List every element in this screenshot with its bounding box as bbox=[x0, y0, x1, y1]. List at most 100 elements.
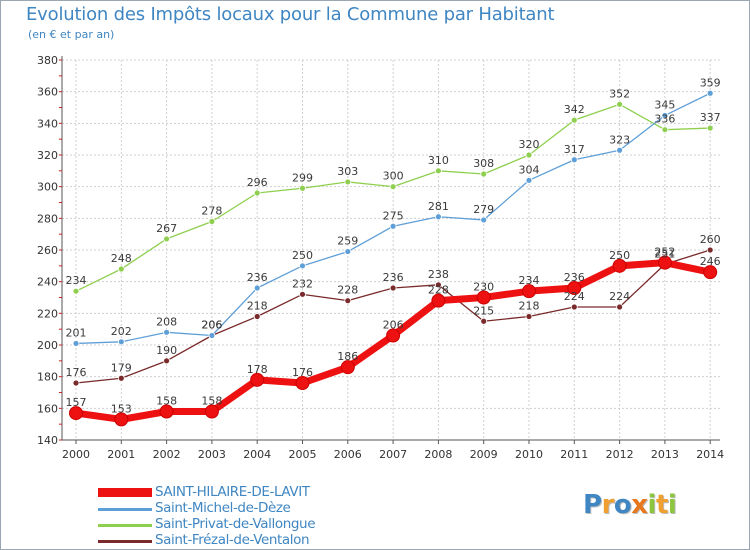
y-tick-label: 340 bbox=[37, 117, 58, 130]
data-label: 153 bbox=[111, 402, 132, 415]
data-point bbox=[253, 313, 261, 320]
data-point bbox=[431, 293, 446, 308]
data-point bbox=[570, 303, 578, 311]
data-label: 259 bbox=[337, 235, 358, 248]
data-point bbox=[570, 116, 578, 124]
data-point bbox=[163, 357, 171, 365]
data-point bbox=[389, 222, 397, 230]
data-label: 281 bbox=[428, 200, 449, 213]
data-label: 310 bbox=[428, 154, 449, 167]
data-label: 342 bbox=[564, 103, 585, 116]
data-point bbox=[525, 151, 533, 159]
data-label: 252 bbox=[654, 246, 675, 259]
y-tick-label: 280 bbox=[37, 212, 58, 225]
legend-swatch bbox=[98, 488, 152, 497]
y-tick-label: 140 bbox=[37, 434, 58, 447]
x-tick-label: 2009 bbox=[470, 448, 498, 461]
y-tick-label: 320 bbox=[37, 149, 58, 162]
data-label: 345 bbox=[654, 98, 675, 111]
data-point bbox=[389, 284, 397, 292]
x-tick-label: 2010 bbox=[515, 448, 543, 461]
logo-letter: i bbox=[667, 490, 677, 520]
data-point bbox=[434, 213, 442, 221]
data-label: 230 bbox=[473, 281, 494, 294]
data-point bbox=[525, 313, 533, 320]
y-tick-label: 260 bbox=[37, 244, 58, 257]
data-label: 248 bbox=[111, 252, 132, 265]
data-point bbox=[114, 412, 129, 427]
data-label: 158 bbox=[156, 395, 177, 408]
data-label: 176 bbox=[292, 366, 313, 379]
data-point bbox=[706, 124, 714, 132]
x-tick-label: 2006 bbox=[334, 448, 362, 461]
data-label: 224 bbox=[564, 290, 585, 303]
legend-label: Saint-Frézal-de-Ventalon bbox=[155, 532, 310, 548]
data-label: 206 bbox=[201, 319, 222, 332]
data-point bbox=[72, 287, 80, 295]
data-label: 267 bbox=[156, 222, 177, 235]
y-tick-label: 200 bbox=[37, 339, 58, 352]
data-point bbox=[480, 317, 488, 325]
data-point bbox=[522, 284, 536, 299]
data-point bbox=[344, 178, 352, 186]
data-point bbox=[616, 100, 623, 108]
data-point bbox=[253, 189, 261, 197]
data-point bbox=[159, 404, 174, 419]
data-label: 236 bbox=[383, 271, 404, 284]
x-tick-label: 2004 bbox=[243, 448, 271, 461]
data-label: 300 bbox=[383, 170, 404, 183]
y-tick-label: 180 bbox=[37, 371, 58, 384]
y-tick-label: 380 bbox=[37, 54, 58, 67]
data-point bbox=[434, 167, 442, 175]
logo-letter: r bbox=[601, 490, 615, 520]
y-tick-label: 300 bbox=[37, 181, 58, 194]
data-label: 238 bbox=[428, 268, 449, 281]
data-point bbox=[163, 328, 171, 336]
x-tick-label: 2003 bbox=[198, 448, 226, 461]
data-point bbox=[476, 290, 491, 305]
data-point bbox=[117, 265, 125, 273]
x-tick-label: 2005 bbox=[289, 448, 317, 461]
data-label: 296 bbox=[247, 176, 268, 189]
data-label: 206 bbox=[201, 319, 222, 332]
proxiti-logo: Proxiti bbox=[583, 490, 677, 520]
data-point bbox=[208, 218, 216, 225]
data-label: 299 bbox=[292, 171, 313, 184]
data-label: 176 bbox=[66, 366, 87, 379]
data-point bbox=[250, 372, 265, 387]
data-point bbox=[570, 156, 578, 164]
legend-swatch bbox=[98, 508, 152, 511]
data-point bbox=[299, 290, 306, 298]
data-point bbox=[295, 376, 310, 390]
data-label: 179 bbox=[111, 361, 132, 374]
chart-subtitle: (en € et par an) bbox=[28, 28, 115, 41]
data-label: 208 bbox=[156, 315, 177, 328]
y-tick-label: 220 bbox=[37, 307, 58, 320]
data-label: 234 bbox=[519, 274, 540, 287]
data-label: 206 bbox=[383, 319, 404, 332]
data-point bbox=[340, 360, 355, 375]
data-point bbox=[657, 255, 672, 270]
data-label: 336 bbox=[654, 113, 675, 126]
data-point bbox=[480, 170, 488, 178]
data-label: 275 bbox=[383, 209, 404, 222]
data-label: 236 bbox=[564, 271, 585, 284]
data-label: 323 bbox=[609, 133, 630, 146]
legend-label: SAINT-HILAIRE-DE-LAVIT bbox=[155, 484, 310, 500]
data-point bbox=[661, 126, 669, 134]
data-label: 215 bbox=[473, 304, 494, 317]
x-tick-label: 2011 bbox=[560, 448, 588, 461]
data-label: 234 bbox=[66, 274, 87, 287]
data-point bbox=[386, 328, 401, 343]
data-point bbox=[117, 338, 125, 346]
logo-letter: t bbox=[655, 490, 668, 520]
x-tick-label: 2001 bbox=[107, 448, 135, 461]
data-point bbox=[299, 184, 306, 192]
data-label: 279 bbox=[473, 203, 494, 216]
data-label: 246 bbox=[700, 255, 721, 268]
data-label: 224 bbox=[609, 290, 630, 303]
data-label: 320 bbox=[519, 138, 540, 151]
data-label: 232 bbox=[292, 277, 313, 290]
legend-label: Saint-Privat-de-Vallongue bbox=[155, 516, 316, 532]
